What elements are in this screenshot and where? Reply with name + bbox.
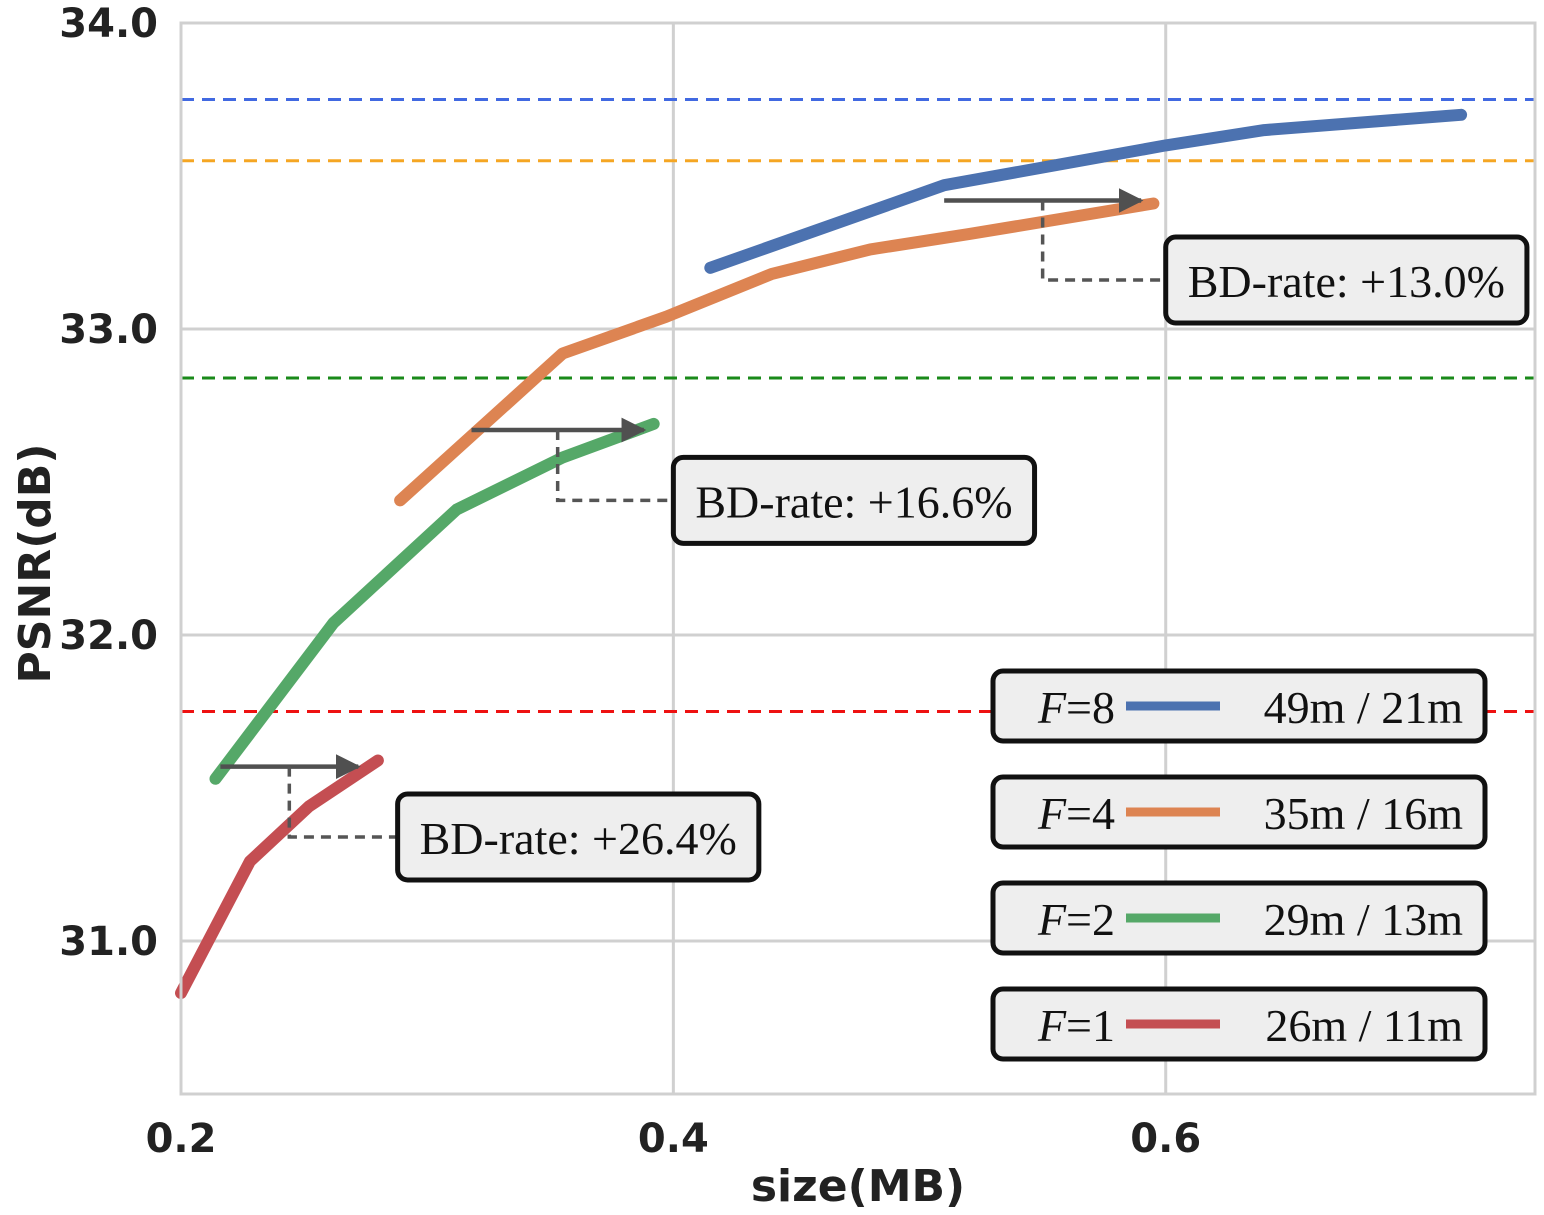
legend-entry-3: F=1 26m / 11m bbox=[990, 986, 1488, 1062]
annotation-leader-1 bbox=[555, 429, 674, 503]
legend-f-symbol: F bbox=[1037, 1000, 1067, 1051]
annotation-leader-2 bbox=[287, 766, 398, 839]
annotation-2: BD-rate: +26.4% bbox=[395, 791, 762, 883]
legend-label-1: F=4 bbox=[1037, 788, 1115, 839]
annotation-text-0: BD-rate: +13.0% bbox=[1188, 256, 1505, 307]
legend-entry-1: F=4 35m / 16m bbox=[990, 774, 1488, 850]
y-tick-label-0: 31.0 bbox=[59, 919, 158, 965]
annotation-text-1: BD-rate: +16.6% bbox=[695, 476, 1012, 527]
x-tick-label-0: 0.2 bbox=[146, 1116, 217, 1162]
legend-label-3: F=1 bbox=[1037, 1000, 1115, 1051]
legend-label-2: F=2 bbox=[1037, 894, 1115, 945]
legend-f-symbol: F bbox=[1037, 682, 1067, 733]
y-tick-label-1: 32.0 bbox=[59, 613, 158, 659]
legend-stats-0: 49m / 21m bbox=[1264, 682, 1464, 733]
series-group bbox=[175, 108, 1468, 999]
annotation-text-2: BD-rate: +26.4% bbox=[420, 813, 737, 864]
plot-frame bbox=[179, 21, 1537, 1096]
legend-stats-3: 26m / 11m bbox=[1265, 1000, 1463, 1051]
annotation-box-1 bbox=[670, 454, 1038, 546]
legend-stats-2: 29m / 13m bbox=[1264, 894, 1464, 945]
annotation-boxes: BD-rate: +13.0% BD-rate: +16.6% BD-rate: +… bbox=[395, 234, 1530, 883]
legend-entry-0: F=8 49m / 21m bbox=[990, 668, 1488, 744]
x-axis-label: size(MB) bbox=[751, 1161, 965, 1212]
tick-labels: 0.2 0.4 0.6 31.0 32.0 33.0 34.0 bbox=[59, 1, 1201, 1162]
series-line-0 bbox=[704, 108, 1468, 274]
series-line-1 bbox=[394, 197, 1160, 507]
legend: F=8 49m / 21m F=4 35m / 16m F=2 29m / 13m F=1 2… bbox=[990, 668, 1488, 1062]
legend-entry-2: F=2 29m / 13m bbox=[990, 880, 1488, 956]
annotation-leader-0 bbox=[1040, 200, 1166, 282]
legend-box-0 bbox=[990, 668, 1488, 744]
series-line-2 bbox=[209, 417, 660, 785]
annotation-arrows bbox=[220, 188, 1166, 839]
y-axis-label: PSNR(dB) bbox=[10, 444, 61, 684]
x-tick-label-1: 0.4 bbox=[638, 1116, 709, 1162]
series-line-3 bbox=[175, 754, 384, 999]
reference-lines bbox=[181, 98, 1535, 713]
y-tick-label-3: 34.0 bbox=[59, 1, 158, 47]
legend-stats-1: 35m / 16m bbox=[1264, 788, 1464, 839]
annotation-0: BD-rate: +13.0% bbox=[1163, 234, 1530, 326]
legend-box-3 bbox=[990, 986, 1488, 1062]
annotation-box-0 bbox=[1163, 234, 1530, 326]
legend-label-0: F=8 bbox=[1037, 682, 1115, 733]
y-tick-label-2: 33.0 bbox=[59, 307, 158, 353]
x-tick-label-2: 0.6 bbox=[1130, 1116, 1201, 1162]
annotation-1: BD-rate: +16.6% bbox=[670, 454, 1038, 546]
legend-f-symbol: F bbox=[1037, 788, 1067, 839]
legend-f-symbol: F bbox=[1037, 894, 1067, 945]
annotation-box-2 bbox=[395, 791, 762, 883]
legend-box-2 bbox=[990, 880, 1488, 956]
legend-box-1 bbox=[990, 774, 1488, 850]
